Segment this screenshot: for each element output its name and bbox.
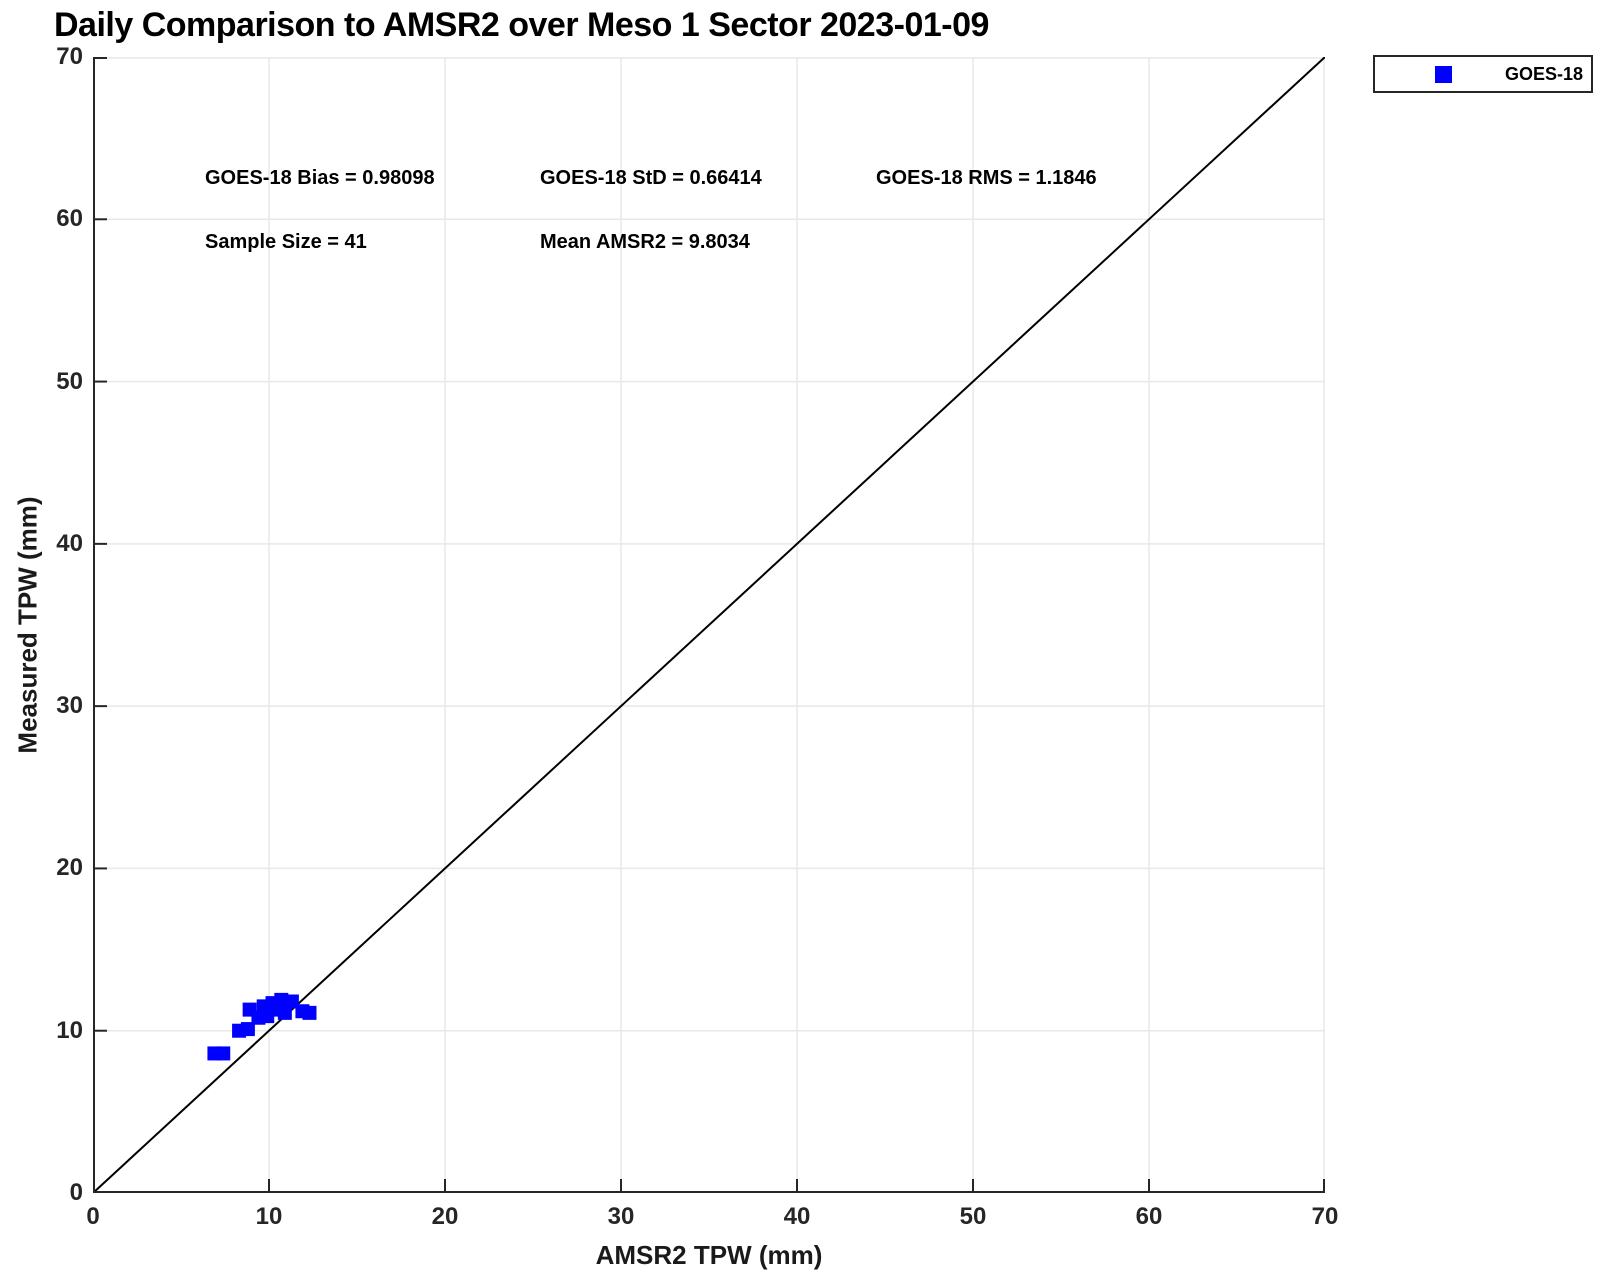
legend: GOES-18: [1373, 55, 1593, 93]
y-tick-label: 60: [56, 205, 83, 233]
identity-line: [93, 57, 1325, 1193]
y-tick-label: 40: [56, 529, 83, 557]
plot-area: GOES-18 Bias = 0.98098 GOES-18 StD = 0.6…: [93, 57, 1325, 1193]
y-tick-label: 10: [56, 1016, 83, 1044]
stat-std: GOES-18 StD = 0.66414: [540, 167, 762, 189]
x-tick-label: 20: [431, 1203, 459, 1230]
x-tick-label: 30: [607, 1203, 635, 1230]
x-tick-label: 70: [1311, 1203, 1339, 1230]
y-tick-label: 70: [56, 43, 83, 70]
data-point: [302, 1005, 317, 1020]
y-tick-label: 20: [56, 854, 83, 882]
x-tick-label: 10: [255, 1203, 283, 1230]
stat-mean-amsr2: Mean AMSR2 = 9.8034: [540, 231, 750, 253]
x-axis-label: AMSR2 TPW (mm): [595, 1240, 823, 1270]
x-tick-label: 40: [783, 1203, 811, 1230]
y-tick-label: 30: [56, 692, 83, 720]
data-point: [240, 1022, 255, 1037]
legend-series-label: GOES-18: [1505, 64, 1584, 84]
data-point: [274, 992, 289, 1007]
data-point: [216, 1046, 231, 1061]
data-point: [277, 1005, 292, 1020]
stat-rms: GOES-18 RMS = 1.1846: [876, 167, 1097, 189]
legend-square-swatch: [1435, 66, 1452, 83]
chart-title: Daily Comparison to AMSR2 over Meso 1 Se…: [54, 6, 989, 44]
x-tick-label: 60: [1135, 1203, 1163, 1230]
y-tick-label: 50: [56, 367, 83, 395]
x-tick-label: 0: [86, 1203, 100, 1230]
chart-svg: [93, 57, 1325, 1193]
y-axis-label: Measured TPW (mm): [12, 496, 43, 754]
y-tick-label: 0: [69, 1179, 83, 1206]
data-point: [284, 994, 299, 1009]
stat-sample-size: Sample Size = 41: [205, 231, 367, 253]
stat-bias: GOES-18 Bias = 0.98098: [205, 167, 435, 189]
x-tick-label: 50: [959, 1203, 987, 1230]
